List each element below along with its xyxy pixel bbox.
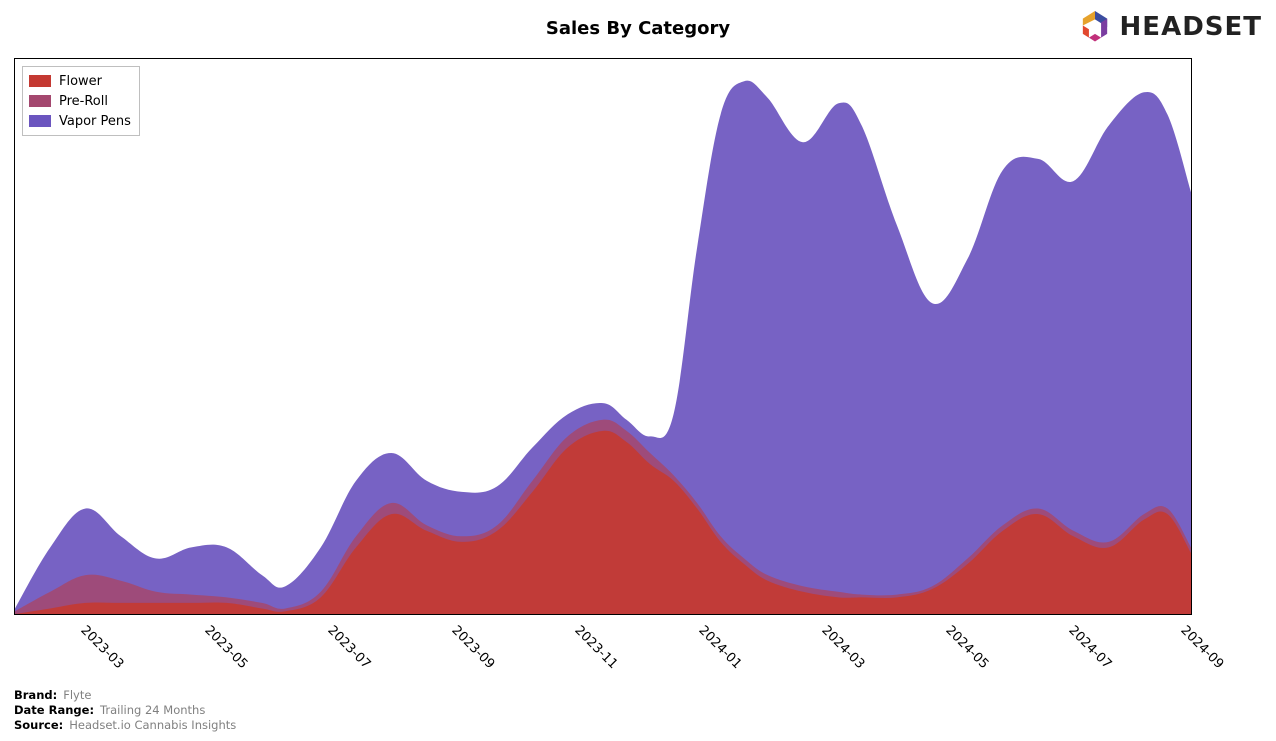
legend: Flower Pre-Roll Vapor Pens bbox=[22, 66, 140, 136]
meta-value: Flyte bbox=[63, 688, 91, 702]
legend-item: Pre-Roll bbox=[29, 91, 131, 111]
plot-area: Flower Pre-Roll Vapor Pens bbox=[14, 58, 1192, 615]
meta-row: Brand: Flyte bbox=[14, 688, 236, 703]
meta-label: Brand: bbox=[14, 688, 57, 703]
legend-label: Vapor Pens bbox=[59, 114, 131, 129]
x-tick-label: 2023-03 bbox=[78, 623, 127, 672]
legend-item: Vapor Pens bbox=[29, 111, 131, 131]
legend-item: Flower bbox=[29, 71, 131, 91]
meta-label: Source: bbox=[14, 718, 63, 733]
headset-logo-icon bbox=[1076, 8, 1114, 46]
meta-value: Trailing 24 Months bbox=[100, 703, 205, 717]
legend-label: Pre-Roll bbox=[59, 94, 108, 109]
logo: HEADSET bbox=[1076, 8, 1262, 46]
x-tick-label: 2023-11 bbox=[572, 623, 621, 672]
logo-text: HEADSET bbox=[1120, 12, 1262, 42]
legend-swatch bbox=[29, 115, 51, 127]
area-chart-svg bbox=[15, 59, 1191, 614]
metadata-block: Brand: FlyteDate Range: Trailing 24 Months… bbox=[14, 688, 236, 733]
x-tick-label: 2024-01 bbox=[695, 623, 744, 672]
x-tick-label: 2024-03 bbox=[819, 623, 868, 672]
x-tick-label: 2023-05 bbox=[201, 623, 250, 672]
meta-label: Date Range: bbox=[14, 703, 94, 718]
meta-value: Headset.io Cannabis Insights bbox=[69, 718, 236, 732]
x-tick-label: 2024-05 bbox=[942, 623, 991, 672]
chart-container: Sales By Category HEADSET FlowerPre-Roll… bbox=[0, 0, 1276, 741]
legend-swatch bbox=[29, 95, 51, 107]
x-tick-label: 2024-07 bbox=[1066, 623, 1115, 672]
x-tick-label: 2024-09 bbox=[1177, 623, 1226, 672]
x-tick-label: 2023-07 bbox=[325, 623, 374, 672]
meta-row: Source: Headset.io Cannabis Insights bbox=[14, 718, 236, 733]
legend-swatch bbox=[29, 75, 51, 87]
legend-label: Flower bbox=[59, 74, 102, 89]
x-tick-label: 2023-09 bbox=[448, 623, 497, 672]
meta-row: Date Range: Trailing 24 Months bbox=[14, 703, 236, 718]
